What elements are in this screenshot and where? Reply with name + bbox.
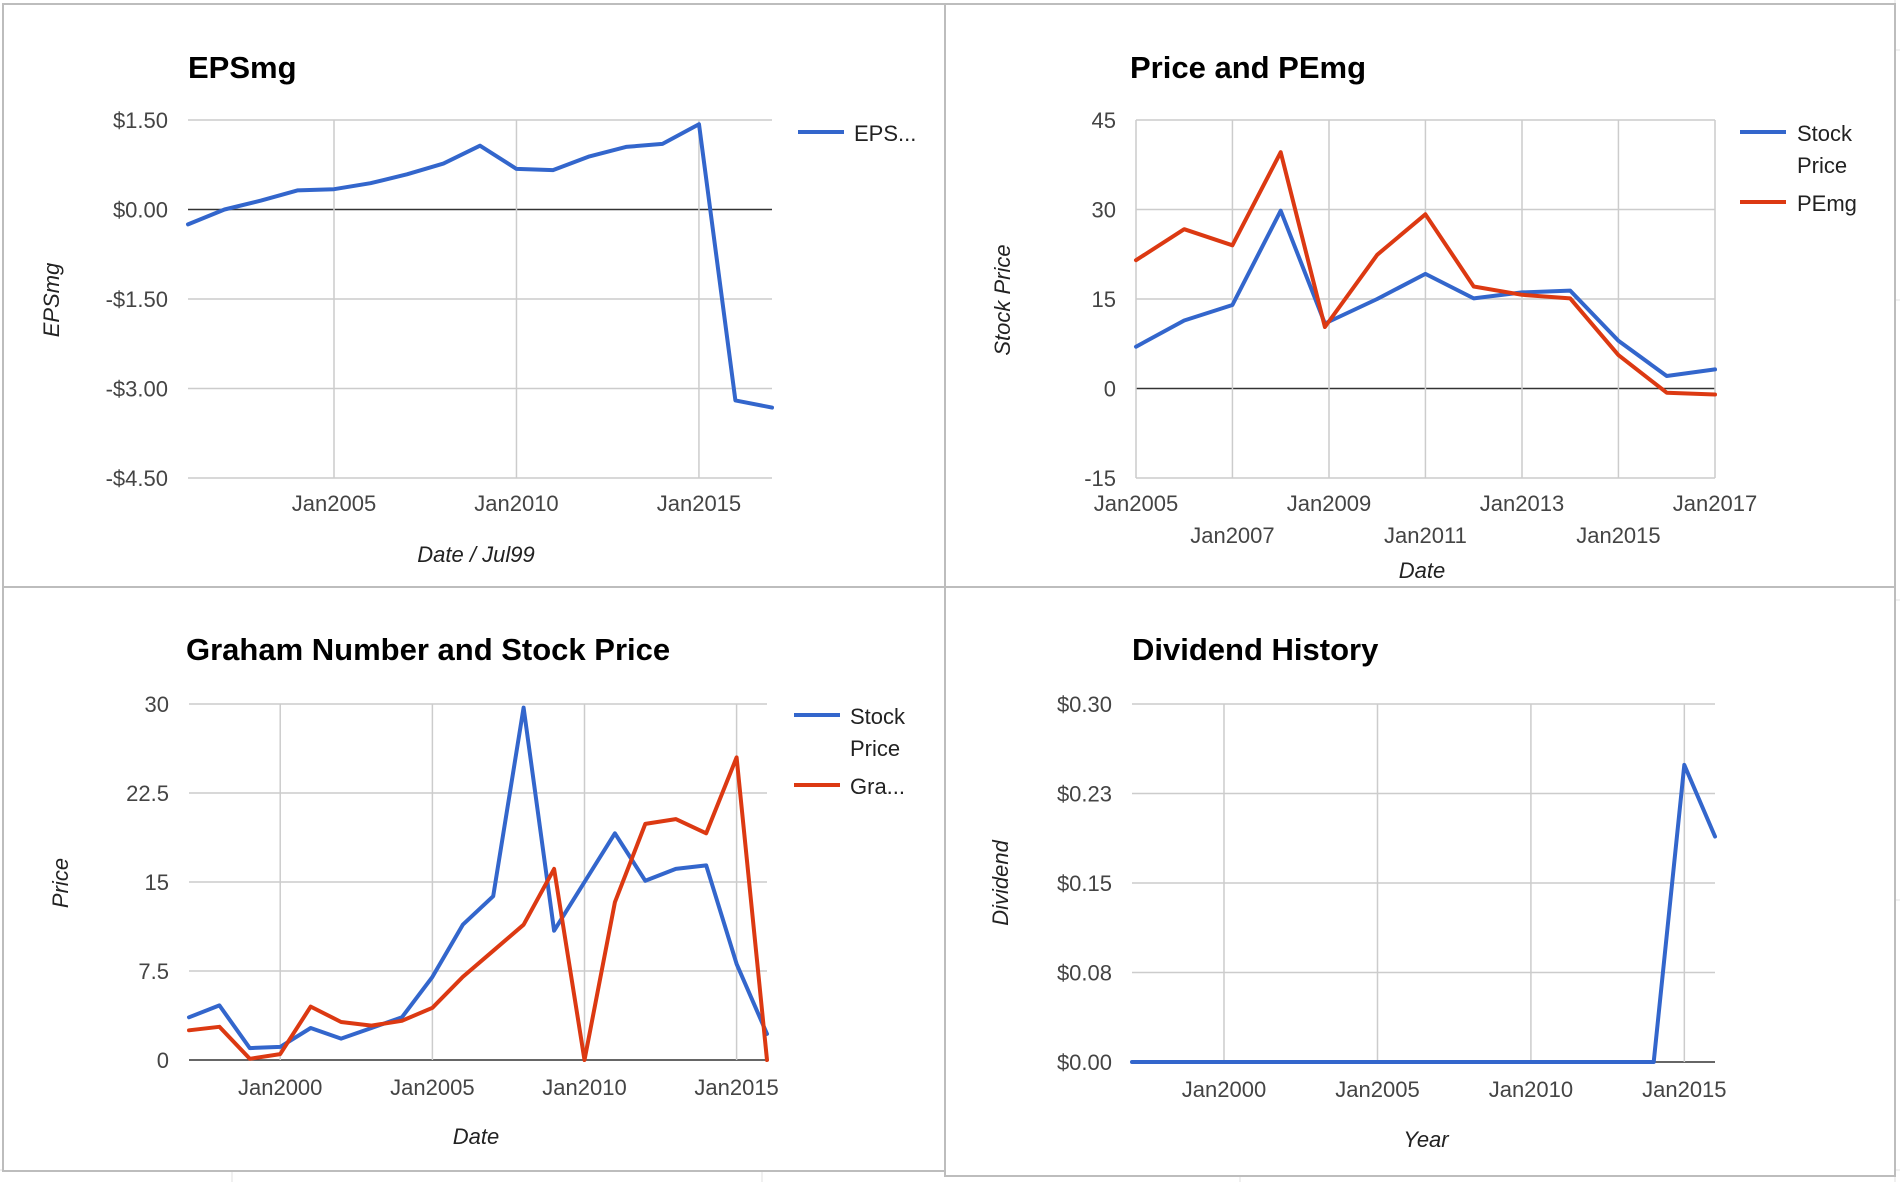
y-tick-label: $0.08 (1057, 961, 1112, 986)
y-tick-label: 7.5 (138, 959, 169, 984)
graham-chart-panel[interactable]: Graham Number and Stock Price 30 22.5 15 7.… (2, 586, 946, 1172)
legend[interactable]: Stock Price Gra... (794, 704, 906, 799)
x-tick-label: Jan2010 (474, 491, 558, 516)
series-line-eps[interactable] (186, 122, 774, 410)
y-tick-label: 15 (145, 870, 169, 895)
legend[interactable]: Stock Price PEmg (1740, 121, 1857, 216)
y-tick-label: -$4.50 (106, 466, 168, 491)
x-axis-title: Date (453, 1124, 499, 1149)
y-tick-label: 0 (157, 1048, 169, 1073)
chart-title: Price and PEmg (1130, 50, 1366, 85)
y-tick-label: $0.00 (113, 198, 168, 223)
y-tick-label: $0.15 (1057, 871, 1112, 896)
y-axis-title: Dividend (988, 839, 1013, 925)
chart-title: Dividend History (1132, 632, 1379, 667)
legend-label-pemg: PEmg (1797, 191, 1857, 216)
legend[interactable]: EPS... (798, 121, 916, 146)
series-line-stock-price[interactable] (187, 705, 769, 1051)
x-tick-label: Jan2011 (1384, 523, 1467, 548)
y-tick-label: 30 (1092, 198, 1116, 223)
x-axis-title: Date (1399, 558, 1445, 583)
series-line-pemg[interactable] (1134, 150, 1717, 397)
legend-label-graham: Gra... (850, 774, 905, 799)
dividend-chart-panel[interactable]: Dividend History $0.30 $0.23 $0.15 $0.08 $0.… (944, 586, 1896, 1177)
x-tick-label: Jan2015 (1576, 523, 1660, 548)
x-tick-label: Jan2010 (1489, 1077, 1573, 1102)
x-tick-label: Jan2005 (1335, 1077, 1419, 1102)
price-pemg-chart-panel[interactable]: Price and PEmg 45 30 15 0 -15 Jan2005 Jan2007… (944, 3, 1896, 588)
y-tick-label: 15 (1092, 287, 1116, 312)
legend-label: EPS... (854, 121, 916, 146)
price-pemg-chart: Price and PEmg 45 30 15 0 -15 Jan2005 Jan2007… (990, 50, 1857, 583)
legend-label-stock-price-line2: Price (1797, 153, 1847, 178)
x-tick-label: Jan2015 (694, 1075, 778, 1100)
chart-title: EPSmg (188, 50, 297, 85)
graham-chart: Graham Number and Stock Price 30 22.5 15 7.… (48, 632, 906, 1149)
chart-title: Graham Number and Stock Price (186, 632, 670, 667)
y-axis-title: Price (48, 858, 73, 908)
y-tick-label: $0.00 (1057, 1050, 1112, 1075)
y-tick-label: 45 (1092, 108, 1116, 133)
x-tick-label: Jan2015 (1642, 1077, 1726, 1102)
y-tick-label: $0.23 (1057, 782, 1112, 807)
series-line-stock-price[interactable] (1134, 208, 1717, 378)
y-axis-title: Stock Price (990, 244, 1015, 355)
x-tick-label: Jan2015 (657, 491, 741, 516)
legend-label-stock-price: Stock (850, 704, 906, 729)
x-tick-label: Jan2005 (292, 491, 376, 516)
x-tick-label: Jan2017 (1673, 491, 1757, 516)
dividend-chart: Dividend History $0.30 $0.23 $0.15 $0.08 $0.… (988, 632, 1727, 1152)
series-line-series[interactable] (1130, 762, 1717, 1064)
series-line-gra[interactable] (187, 755, 769, 1062)
y-tick-label: 22.5 (126, 781, 169, 806)
y-tick-label: $1.50 (113, 108, 168, 133)
y-axis-title: EPSmg (39, 262, 64, 337)
x-tick-label: Jan2010 (542, 1075, 626, 1100)
x-tick-label: Jan2000 (238, 1075, 322, 1100)
x-tick-label: Jan2013 (1480, 491, 1564, 516)
x-tick-label: Jan2005 (1094, 491, 1178, 516)
y-tick-label: -$1.50 (106, 287, 168, 312)
legend-label-stock-price-line2: Price (850, 736, 900, 761)
y-tick-label: $0.30 (1057, 692, 1112, 717)
legend-label-stock-price: Stock (1797, 121, 1853, 146)
x-tick-label: Jan2009 (1287, 491, 1371, 516)
x-axis-title: Year (1403, 1127, 1450, 1152)
y-tick-label: -$3.00 (106, 377, 168, 402)
y-tick-label: -15 (1084, 466, 1116, 491)
y-tick-label: 30 (145, 692, 169, 717)
epsmg-chart-panel[interactable]: EPSmg $1.50 $0.00 -$1.50 -$3.00 -$4.50 Jan20… (2, 3, 946, 588)
y-tick-label: 0 (1104, 377, 1116, 402)
x-tick-label: Jan2007 (1190, 523, 1274, 548)
epsmg-chart: EPSmg $1.50 $0.00 -$1.50 -$3.00 -$4.50 Jan20… (39, 50, 916, 567)
x-tick-label: Jan2000 (1182, 1077, 1266, 1102)
x-tick-label: Jan2005 (390, 1075, 474, 1100)
x-axis-title: Date / Jul99 (417, 542, 534, 567)
